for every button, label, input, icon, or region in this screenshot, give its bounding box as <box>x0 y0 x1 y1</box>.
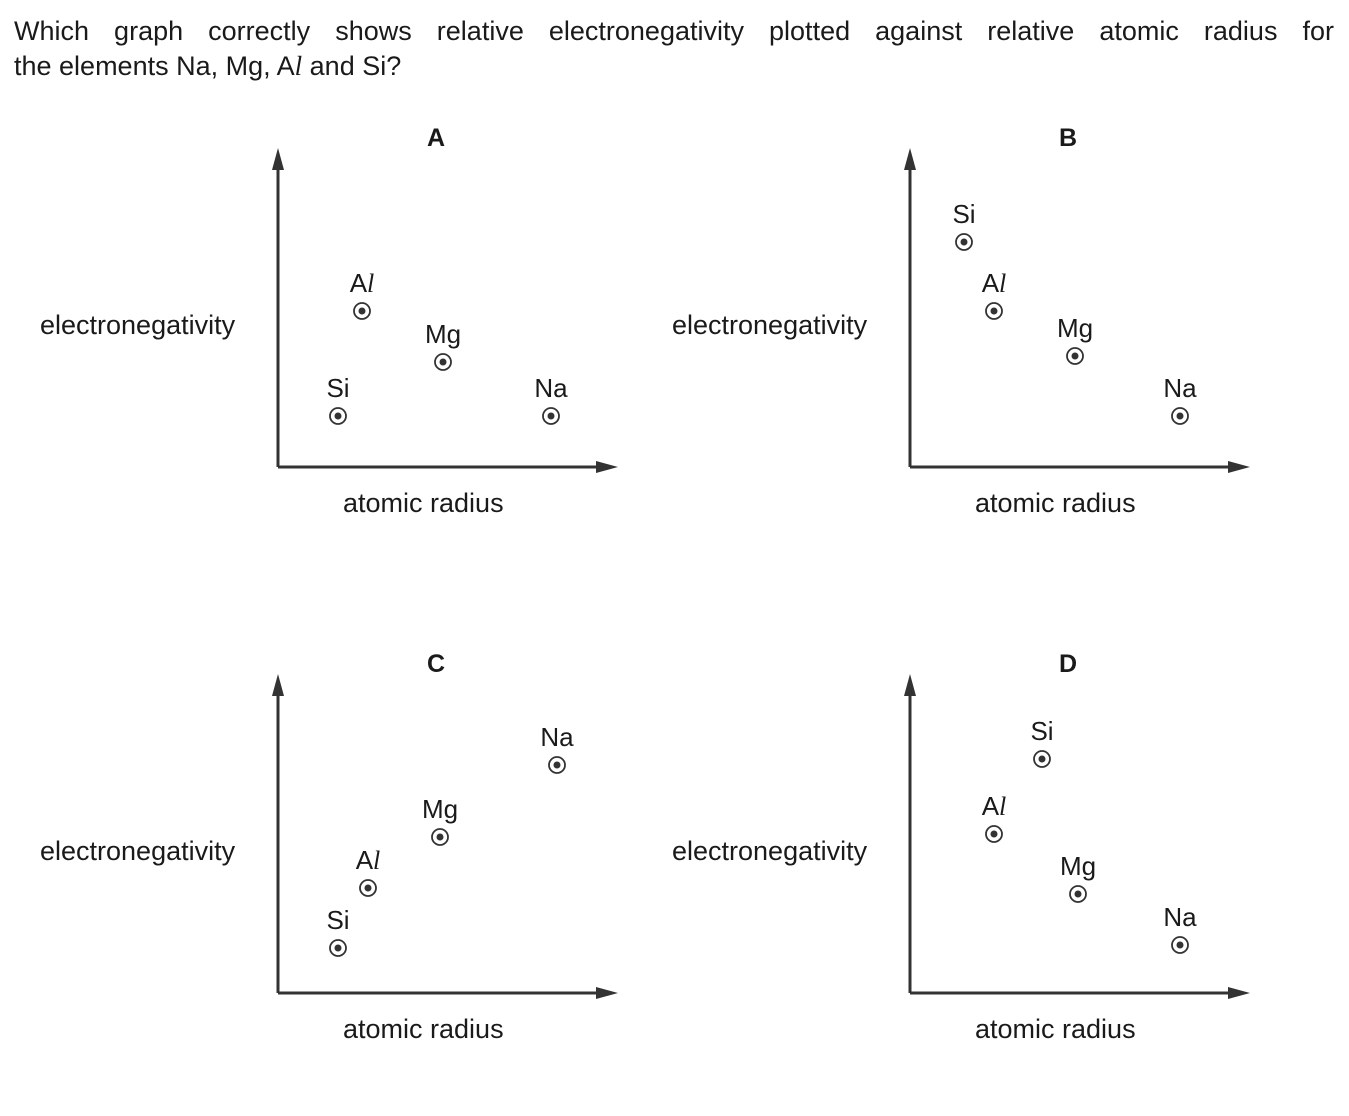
data-point-label: Mg <box>422 794 458 824</box>
question-line-2-suffix: and Si? <box>302 51 402 81</box>
question-line-2-prefix: the elements Na, Mg, A <box>14 51 295 81</box>
data-point <box>1074 890 1082 898</box>
y-axis-label: electronegativity <box>40 836 236 866</box>
data-point-label: Si <box>326 373 349 403</box>
data-point-label: Al <box>350 268 375 298</box>
data-point-label: Al <box>356 845 381 875</box>
graph-title: D <box>1059 650 1078 678</box>
graph-title: C <box>427 650 446 678</box>
question-line-2: the elements Na, Mg, Al and Si? <box>14 49 1334 84</box>
y-axis-label: electronegativity <box>40 310 236 340</box>
graph-title: B <box>1059 124 1078 152</box>
data-point <box>990 830 998 838</box>
x-axis-arrow <box>596 461 618 473</box>
data-point <box>1176 941 1184 949</box>
question-line-2-italic: l <box>294 51 303 81</box>
y-axis-arrow <box>904 674 916 696</box>
data-point <box>334 944 342 952</box>
y-axis-arrow <box>272 148 284 170</box>
data-point-label: Na <box>540 722 574 752</box>
question-line-1: Which graph correctly shows relative ele… <box>14 16 1334 46</box>
data-point <box>547 412 555 420</box>
scatter-plot: Si Al Mg Na <box>904 674 1250 999</box>
x-axis-arrow <box>1228 461 1250 473</box>
data-point-label: Si <box>1030 716 1053 746</box>
x-axis-label: atomic radius <box>975 1014 1136 1044</box>
data-point <box>1176 412 1184 420</box>
data-point-label: Mg <box>1057 313 1093 343</box>
data-point <box>990 307 998 315</box>
graph-panel-a: A electronegativity atomic radius Si Al Mg… <box>30 110 670 590</box>
data-point <box>358 307 366 315</box>
y-axis-label: electronegativity <box>672 836 868 866</box>
y-axis-label: electronegativity <box>672 310 868 340</box>
data-point-label: Mg <box>425 319 461 349</box>
data-point <box>439 358 447 366</box>
x-axis-arrow <box>1228 987 1250 999</box>
data-point <box>553 761 561 769</box>
data-point-label: Na <box>1163 902 1197 932</box>
x-axis-arrow <box>596 987 618 999</box>
data-point-label: Na <box>1163 373 1197 403</box>
scatter-plot: Si Al Mg Na <box>272 148 618 473</box>
data-point-label: Al <box>982 791 1007 821</box>
data-point-label: Mg <box>1060 851 1096 881</box>
data-point <box>1038 755 1046 763</box>
x-axis-label: atomic radius <box>343 488 504 518</box>
data-point <box>436 833 444 841</box>
data-point-label: Na <box>534 373 568 403</box>
graph-title: A <box>427 124 446 152</box>
data-point <box>334 412 342 420</box>
y-axis-arrow <box>272 674 284 696</box>
y-axis-arrow <box>904 148 916 170</box>
data-point-label: Si <box>326 905 349 935</box>
graph-panel-c: C electronegativity atomic radius Si Al Mg… <box>30 636 670 1116</box>
data-point <box>364 884 372 892</box>
x-axis-label: atomic radius <box>343 1014 504 1044</box>
data-point-label: Si <box>952 199 975 229</box>
question-text: Which graph correctly shows relative ele… <box>14 14 1334 84</box>
data-point-label: Al <box>982 268 1007 298</box>
x-axis-label: atomic radius <box>975 488 1136 518</box>
data-point <box>960 238 968 246</box>
data-point <box>1071 352 1079 360</box>
scatter-plot: Si Al Mg Na <box>904 148 1250 473</box>
graph-panel-b: B electronegativity atomic radius Si Al Mg… <box>662 110 1302 590</box>
graph-panel-d: D electronegativity atomic radius Si Al Mg… <box>662 636 1302 1116</box>
